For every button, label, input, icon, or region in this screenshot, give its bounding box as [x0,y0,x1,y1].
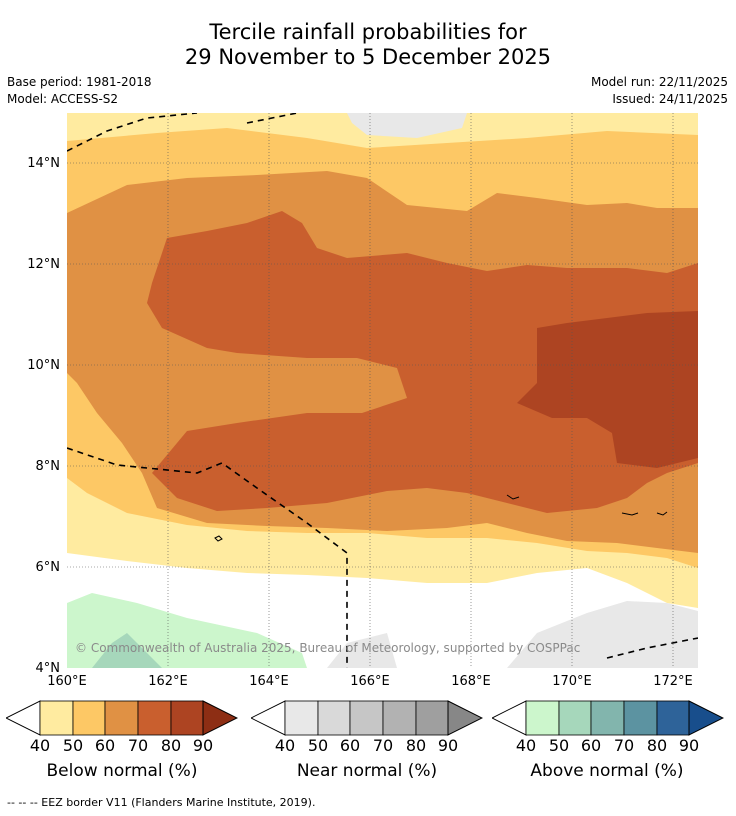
colorbar-near-bin [415,700,449,736]
colorbar-near-over [447,700,483,736]
region-near-40-bottom [507,601,698,668]
cb-above-tick: 80 [646,736,668,755]
cb-near-tick: 80 [405,736,427,755]
colorbar-below-label: Below normal (%) [46,761,198,781]
cb-below-tick: 70 [127,736,149,755]
region-below-70 [147,211,698,513]
cb-below-tick: 80 [160,736,182,755]
colorbar-above-under [492,700,527,736]
eez-borders [67,113,698,668]
colorbar-near-bin [317,700,351,736]
colorbar-above-bin [656,700,690,736]
lon-tick-168: 168°E [451,674,491,689]
lat-tick-14: 14°N [27,156,60,171]
cb-below-tick: 90 [192,736,214,755]
region-above-50 [92,633,162,668]
colorbar-near-under [251,700,286,736]
colorbar-above-bin [623,700,658,736]
lat-tick-10: 10°N [27,358,60,373]
title-line-2: 29 November to 5 December 2025 [184,45,552,69]
copyright-notice: © Commonwealth of Australia 2025, Bureau… [75,641,581,655]
lon-tick-160: 160°E [47,674,87,689]
cb-above-tick: 70 [613,736,635,755]
lat-tick-12: 12°N [27,257,60,272]
lon-tick-166: 166°E [350,674,390,689]
cb-near-tick: 50 [307,736,329,755]
colorbar-below-bin [39,700,74,736]
meta-left: Base period: 1981-2018 Model: ACCESS-S2 [7,74,152,108]
colorbar-near-bin [284,700,319,736]
colorbar-above [492,700,724,736]
cb-below-tick: 60 [94,736,116,755]
lat-tick-6: 6°N [35,560,61,575]
colorbar-near [251,700,483,736]
colorbar-below-bin [72,700,106,736]
lon-tick-170: 170°E [552,674,592,689]
meta-right: Model run: 22/11/2025 Issued: 24/11/2025 [591,74,728,108]
islands [214,494,668,542]
colorbar-below-bin [137,700,172,736]
cb-below-tick: 50 [62,736,84,755]
colorbar-above-over [688,700,724,736]
gridlines [67,113,698,668]
colorbar-near-bin [382,700,417,736]
model-run: Model run: 22/11/2025 [590,75,728,89]
cb-near-tick: 40 [274,736,296,755]
colorbar-above-label: Above normal (%) [530,761,684,781]
region-below-80 [517,311,698,468]
map-svg [67,113,698,668]
model-name: Model: ACCESS-S2 [7,92,119,106]
issued-date: Issued: 24/11/2025 [612,92,728,106]
base-period: Base period: 1981-2018 [7,75,152,89]
colorbar-near-bin [349,700,384,736]
cb-near-tick: 60 [339,736,361,755]
cb-near-tick: 90 [437,736,459,755]
cb-above-tick: 60 [580,736,602,755]
colorbar-below-over [202,700,238,736]
colorbar-above-bin [525,700,560,736]
colorbar-above-bin [558,700,592,736]
region-near-40-mid [327,633,397,668]
probability-map [67,113,698,668]
cb-below-tick: 40 [29,736,51,755]
lat-tick-8: 8°N [35,459,61,474]
map-title: Tercile rainfall probabilities for 29 No… [0,20,736,70]
lon-tick-164: 164°E [249,674,289,689]
eez-footnote: -- -- -- EEZ border V11 (Flanders Marine… [7,796,316,809]
title-line-1: Tercile rainfall probabilities for [209,20,527,44]
lat-tick-4: 4°N [35,661,61,676]
cb-above-tick: 90 [678,736,700,755]
colorbar-below-under [6,700,41,736]
lon-tick-172: 172°E [653,674,693,689]
lon-tick-162: 162°E [148,674,188,689]
colorbar-below [6,700,238,736]
cb-near-tick: 70 [372,736,394,755]
region-near-40-top [347,113,467,138]
colorbar-above-bin [590,700,625,736]
colorbar-near-label: Near normal (%) [296,761,438,781]
cb-above-tick: 50 [548,736,570,755]
colorbar-below-bin [104,700,139,736]
cb-above-tick: 40 [515,736,537,755]
colorbar-below-bin [170,700,204,736]
